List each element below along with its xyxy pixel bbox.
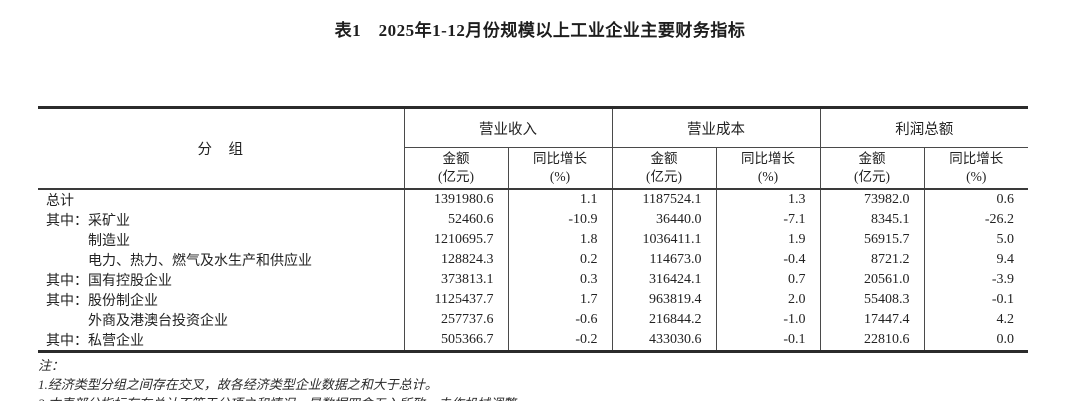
value-cell: -0.2 [508,329,613,351]
value-cell: 1.9 [716,229,821,250]
subheader-cost-amount: 金额 (亿元) [612,147,717,190]
value-cell: 52460.6 [404,209,509,230]
subheader-revenue-growth: 同比增长 (%) [508,147,613,190]
value-cell: 0.6 [996,191,1015,207]
column-group-cost: 营业成本 [612,107,821,148]
row-label: 电力、热力、燃气及水生产和供应业 [38,249,405,270]
value-cell: 1036411.1 [612,229,717,250]
column-header-group: 分 组 [38,107,405,190]
value-cell: 1.3 [716,188,821,210]
row-label: 其中：采矿业 [38,209,405,230]
value-cell: 36440.0 [612,209,717,230]
footnotes: 注： 1.经济类型分组之间存在交叉，故各经济类型企业数据之和大于总计。 2.本表… [38,356,529,401]
table-body: 总计 1391980.6 1.1 1187524.1 1.3 73982.0 0… [38,188,1028,351]
value-cell: 128824.3 [404,249,509,270]
value-cell: 505366.7 [404,329,509,351]
subheader-revenue-amount: 金额 (亿元) [404,147,509,190]
value-cell: 373813.1 [404,269,509,290]
value-cell: -0.1 [991,291,1014,307]
value-cell: 0.2 [508,249,613,270]
value-cell: -0.4 [716,249,821,270]
value-cell: 316424.1 [612,269,717,290]
value-cell: -0.1 [716,329,821,351]
subheader-cost-growth: 同比增长 (%) [716,147,821,190]
row-label: 总计 [38,188,405,210]
value-cell: 8345.1 [820,209,925,230]
value-cell: 9.4 [996,251,1015,267]
value-cell: 17447.4 [820,309,925,330]
table-row-mining: 其中：采矿业 52460.6 -10.9 36440.0 -7.1 8345.1… [38,209,1028,230]
value-cell: 22810.6 [820,329,925,351]
value-cell: 1125437.7 [404,289,509,310]
value-cell: 1.8 [508,229,613,250]
table-header: 分 组 营业收入 营业成本 利润总额 金额 (亿元) 同比增长 (%) 金额 (… [38,107,1028,190]
value-cell: 114673.0 [612,249,717,270]
row-label: 其中：股份制企业 [38,289,405,310]
value-cell: 0.3 [508,269,613,290]
value-cell: 20561.0 [820,269,925,290]
value-cell: -10.9 [508,209,613,230]
value-cell: 1.1 [508,188,613,210]
value-cell: 5.0 [996,231,1015,247]
footnote-item: 1.经济类型分组之间存在交叉，故各经济类型企业数据之和大于总计。 [38,377,438,392]
value-cell: 56915.7 [820,229,925,250]
column-group-revenue: 营业收入 [404,107,613,148]
financial-indicators-table: 分 组 营业收入 营业成本 利润总额 金额 (亿元) 同比增长 (%) 金额 (… [38,106,1028,353]
value-cell: 216844.2 [612,309,717,330]
table-row-state-owned: 其中：国有控股企业 373813.1 0.3 316424.1 0.7 2056… [38,269,1028,290]
value-cell: 433030.6 [612,329,717,351]
table-row-manufacturing: 制造业 1210695.7 1.8 1036411.1 1.9 56915.7 … [38,229,1028,250]
table-row-utilities: 电力、热力、燃气及水生产和供应业 128824.3 0.2 114673.0 -… [38,249,1028,270]
table-row-total: 总计 1391980.6 1.1 1187524.1 1.3 73982.0 0… [38,188,1028,210]
value-cell: 73982.0 [820,188,925,210]
value-cell: 1187524.1 [612,188,717,210]
value-cell: 0.7 [716,269,821,290]
table-row-shareholding: 其中：股份制企业 1125437.7 1.7 963819.4 2.0 5540… [38,289,1028,310]
subheader-profit-growth: 同比增长 (%) [924,147,1028,190]
footnote-heading: 注： [38,358,65,373]
value-cell: 8721.2 [820,249,925,270]
value-cell: 55408.3 [820,289,925,310]
table-row-private: 其中：私营企业 505366.7 -0.2 433030.6 -0.1 2281… [38,329,1028,351]
page-title: 表1 2025年1-12月份规模以上工业企业主要财务指标 [334,21,746,40]
value-cell: 1391980.6 [404,188,509,210]
column-group-profit: 利润总额 [820,107,1028,148]
value-cell: 257737.6 [404,309,509,330]
value-cell: -7.1 [716,209,821,230]
row-label: 其中：国有控股企业 [38,269,405,290]
value-cell: 963819.4 [612,289,717,310]
value-cell: 0.0 [996,331,1015,347]
value-cell: 4.2 [996,311,1015,327]
footnote-item: 2.本表部分指标存在总计不等于分项之和情况，是数据四舍五入所致，未作机械调整。 [38,394,529,401]
value-cell: 1.7 [508,289,613,310]
table-row-foreign-invested: 外商及港澳台投资企业 257737.6 -0.6 216844.2 -1.0 1… [38,309,1028,330]
row-label: 外商及港澳台投资企业 [38,309,405,330]
value-cell: -26.2 [984,211,1014,227]
value-cell: 2.0 [716,289,821,310]
statistical-report-page: 表1 2025年1-12月份规模以上工业企业主要财务指标 分 组 营业收入 营业… [0,16,1080,401]
subheader-profit-amount: 金额 (亿元) [820,147,925,190]
value-cell: -1.0 [716,309,821,330]
row-label: 其中：私营企业 [38,329,405,351]
value-cell: -0.6 [508,309,613,330]
value-cell: -3.9 [991,271,1014,287]
value-cell: 1210695.7 [404,229,509,250]
row-label: 制造业 [38,229,405,250]
